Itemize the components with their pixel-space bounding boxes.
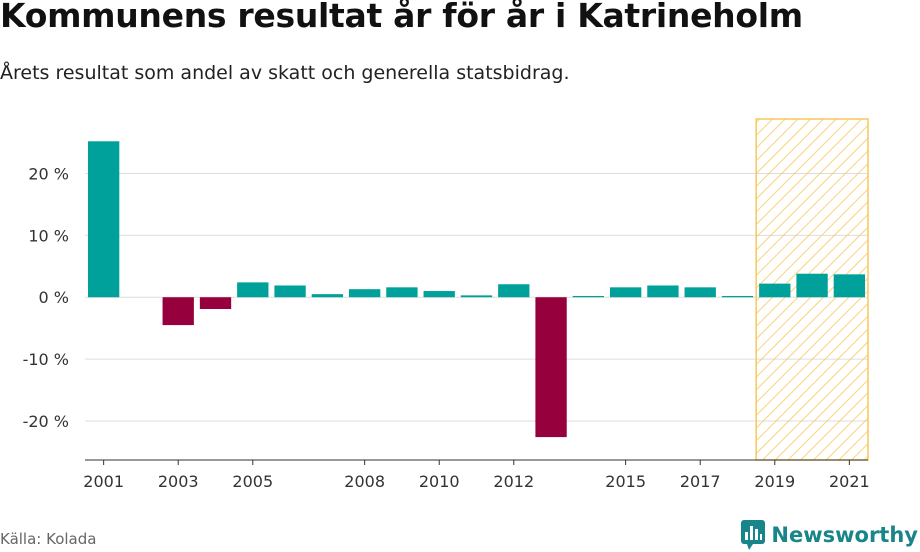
- bar-2005: [237, 282, 269, 298]
- bar-2018: [721, 295, 754, 298]
- chart-title: Kommunens resultat år för år i Katrineho…: [0, 0, 803, 35]
- x-tick-label: 2003: [158, 472, 199, 491]
- brand-name: Newsworthy: [771, 523, 918, 547]
- x-tick-label: 2005: [232, 472, 273, 491]
- x-tick-label: 2015: [605, 472, 646, 491]
- bar-2016: [647, 285, 679, 298]
- bar-2012: [498, 284, 530, 298]
- bar-2019: [759, 283, 791, 298]
- newsworthy-logo-icon: [741, 520, 766, 550]
- bar-2015: [609, 287, 642, 298]
- bar-2014: [572, 295, 605, 298]
- x-tick-label: 2019: [754, 472, 795, 491]
- bar-2017: [684, 287, 716, 298]
- chart-subtitle: Årets resultat som andel av skatt och ge…: [0, 62, 570, 84]
- y-tick-label: 10 %: [28, 226, 69, 245]
- bar-chart: 20 % 10 % 0 % -10 % -20 % 2001 2003 2005 2008 201…: [23, 118, 870, 491]
- y-tick-label: 20 %: [28, 164, 69, 183]
- bar-2021: [833, 274, 866, 298]
- y-tick-label: -20 %: [23, 412, 69, 431]
- bar-2007: [311, 294, 344, 298]
- bar-2006: [274, 285, 306, 298]
- bar-2008: [348, 289, 381, 298]
- x-tick-label: 2001: [83, 472, 124, 491]
- bar-2009: [386, 287, 418, 298]
- bar-2001: [87, 141, 120, 298]
- bar-2010: [423, 291, 455, 298]
- x-tick-label: 2010: [419, 472, 460, 491]
- x-tick-label: 2017: [680, 472, 721, 491]
- x-tick-label: 2021: [829, 472, 870, 491]
- bar-2003: [162, 297, 194, 326]
- x-tick-label: 2012: [493, 472, 534, 491]
- y-tick-label: 0 %: [39, 288, 69, 307]
- bar-2013: [535, 297, 567, 438]
- y-tick-label: -10 %: [23, 350, 69, 369]
- bar-2004: [199, 297, 232, 309]
- x-tick-label: 2008: [344, 472, 385, 491]
- bar-2011: [460, 295, 493, 298]
- bar-2020: [796, 273, 828, 298]
- source-note: Källa: Kolada: [0, 530, 97, 548]
- newsworthy-logo: Newsworthy: [741, 520, 918, 550]
